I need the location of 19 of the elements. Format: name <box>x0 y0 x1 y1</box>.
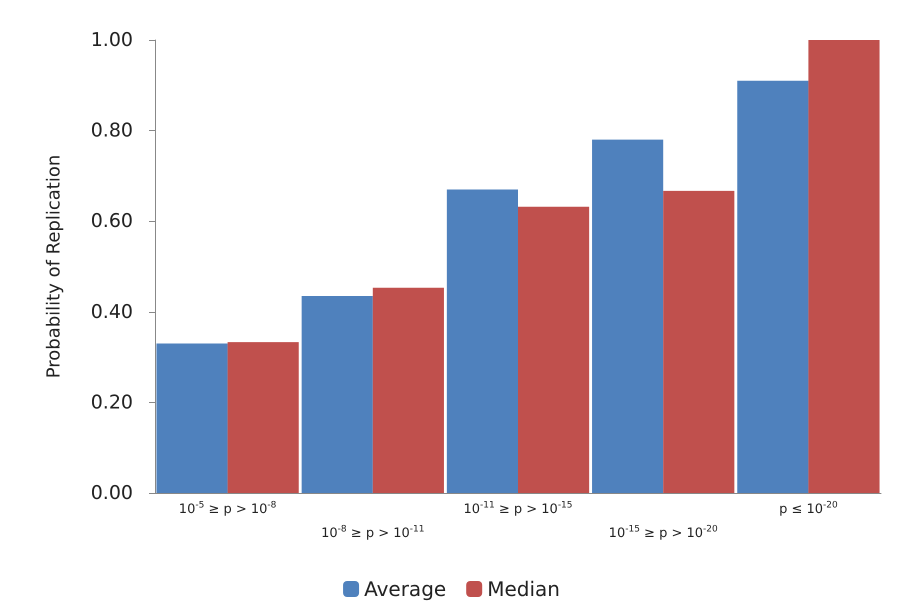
bar <box>372 288 444 493</box>
bar <box>737 80 808 493</box>
bar <box>446 189 518 493</box>
y-tick-label: 0.40 <box>90 300 133 323</box>
y-tick-label: 0.80 <box>90 120 133 142</box>
y-tick-label: 0.60 <box>90 210 133 232</box>
bar <box>808 40 880 493</box>
y-axis-title: Probability of Replication <box>44 154 64 378</box>
bar <box>302 296 373 493</box>
bar <box>518 206 590 493</box>
bar <box>663 190 734 493</box>
y-tick-label: 0.20 <box>90 391 133 414</box>
y-tick-label: 1.00 <box>90 29 133 51</box>
bar <box>156 344 228 493</box>
legend-label: Average <box>364 577 446 601</box>
legend-label: Median <box>487 577 560 601</box>
bar <box>228 342 299 493</box>
bar <box>592 140 664 493</box>
y-tick-label: 0.00 <box>90 482 133 504</box>
